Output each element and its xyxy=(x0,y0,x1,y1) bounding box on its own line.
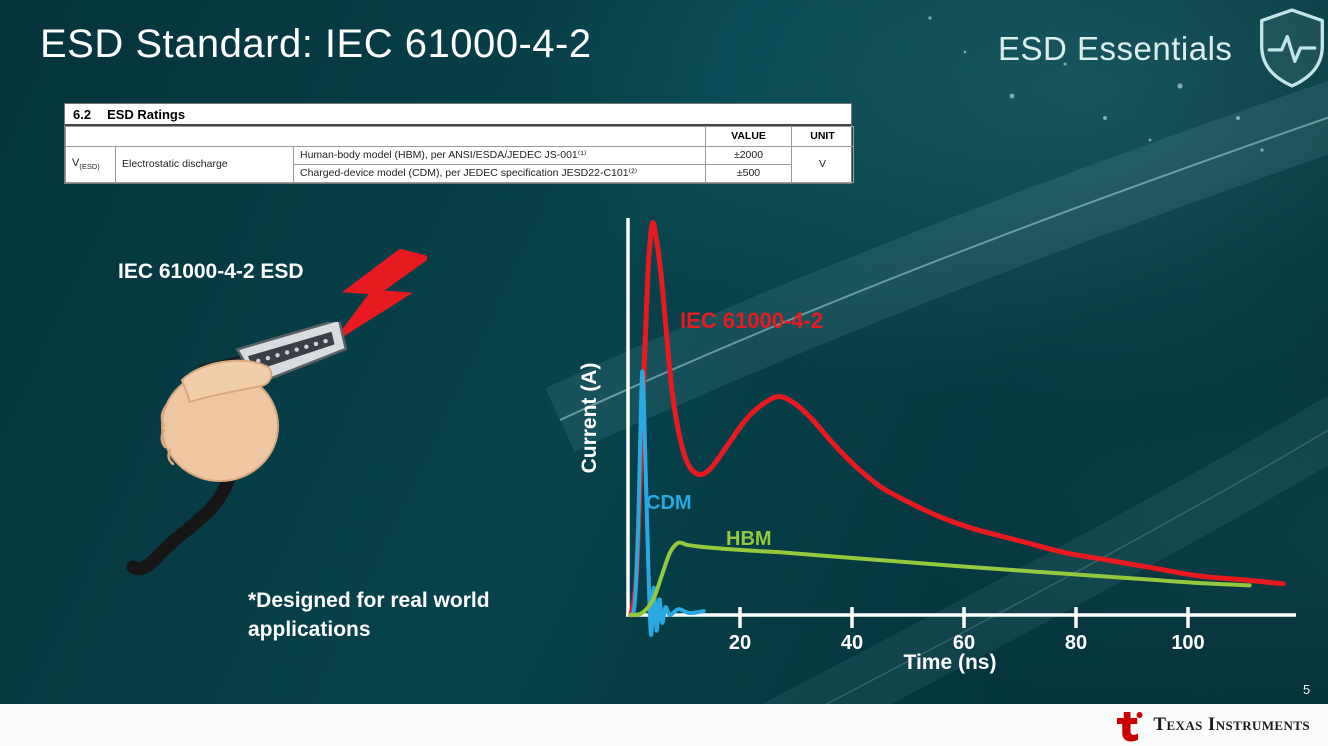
unit-cell: V xyxy=(791,145,855,184)
chart-curves xyxy=(628,220,1286,637)
symbol-cell: V(ESD) xyxy=(65,145,116,184)
x-tick-label: 80 xyxy=(1064,632,1088,654)
slide-title: ESD Standard: IEC 61000-4-2 xyxy=(40,22,592,66)
parameter-cell: Electrostatic discharge xyxy=(115,145,294,184)
section-number: 6.2 xyxy=(73,107,92,122)
symbol-subscript: (ESD) xyxy=(79,162,100,172)
table-section-heading: 6.2 ESD Ratings xyxy=(65,104,851,126)
series-label-hbm: HBM xyxy=(726,528,772,550)
x-tick-label: 40 xyxy=(840,632,864,654)
footer-brand-text: Texas Instruments xyxy=(1153,714,1310,735)
cable xyxy=(126,467,237,576)
cdm-value-cell: ±500 xyxy=(705,164,793,184)
hbm-description-cell: Human-body model (HBM), per ANSI/ESDA/JE… xyxy=(292,145,707,166)
ti-logo-icon xyxy=(1117,711,1143,741)
designed-note: *Designed for real world applications xyxy=(248,589,490,642)
curve-CDM xyxy=(628,369,706,637)
hand-fist xyxy=(160,359,279,482)
iec-esd-caption: IEC 61000-4-2 ESD xyxy=(118,260,304,283)
hbm-value-cell: ±2000 xyxy=(705,145,793,166)
table-header-row: VALUE UNIT xyxy=(64,126,855,147)
value-column-header: VALUE xyxy=(705,126,793,147)
table-row: Charged-device model (CDM), per JEDEC sp… xyxy=(66,164,854,184)
curve-HBM xyxy=(628,540,1252,617)
series-label-cdm: CDM xyxy=(646,492,692,514)
esd-shield-pulse-icon xyxy=(1260,8,1324,88)
lightning-bolt-icon xyxy=(332,248,427,345)
x-tick-label: 100 xyxy=(1171,632,1205,654)
page-number: 5 xyxy=(1303,682,1311,697)
section-title: ESD Ratings xyxy=(107,107,186,122)
esd-ratings-table: 6.2 ESD Ratings VALUE UNIT V(ESD) Electr… xyxy=(64,103,855,185)
series-brand-label: ESD Essentials xyxy=(998,30,1233,67)
cdm-description-cell: Charged-device model (CDM), per JEDEC sp… xyxy=(292,164,707,184)
x-tick-label: 60 xyxy=(952,632,976,654)
x-axis-label: Time (ns) xyxy=(903,651,997,674)
esd-waveform-chart: Current (A) Time (ns) IEC 61000-4-2 CDM … xyxy=(578,210,1320,710)
series-label-iec: IEC 61000-4-2 xyxy=(680,308,824,333)
unit-column-header: UNIT xyxy=(791,126,855,147)
table-row: V(ESD) Electrostatic discharge Human-bod… xyxy=(65,145,855,184)
chart-plot-area xyxy=(626,218,1296,637)
x-tick-label: 20 xyxy=(728,632,752,654)
header-blank-cell xyxy=(64,126,707,147)
y-axis-label: Current (A) xyxy=(578,362,601,474)
hand-holding-hdmi-illustration xyxy=(126,322,348,576)
footer-bar: Texas Instruments xyxy=(0,704,1328,746)
symbol-main: V xyxy=(72,157,80,170)
curve-IEC 61000-4-2 xyxy=(628,220,1286,618)
pulse-line-icon xyxy=(1267,34,1317,63)
